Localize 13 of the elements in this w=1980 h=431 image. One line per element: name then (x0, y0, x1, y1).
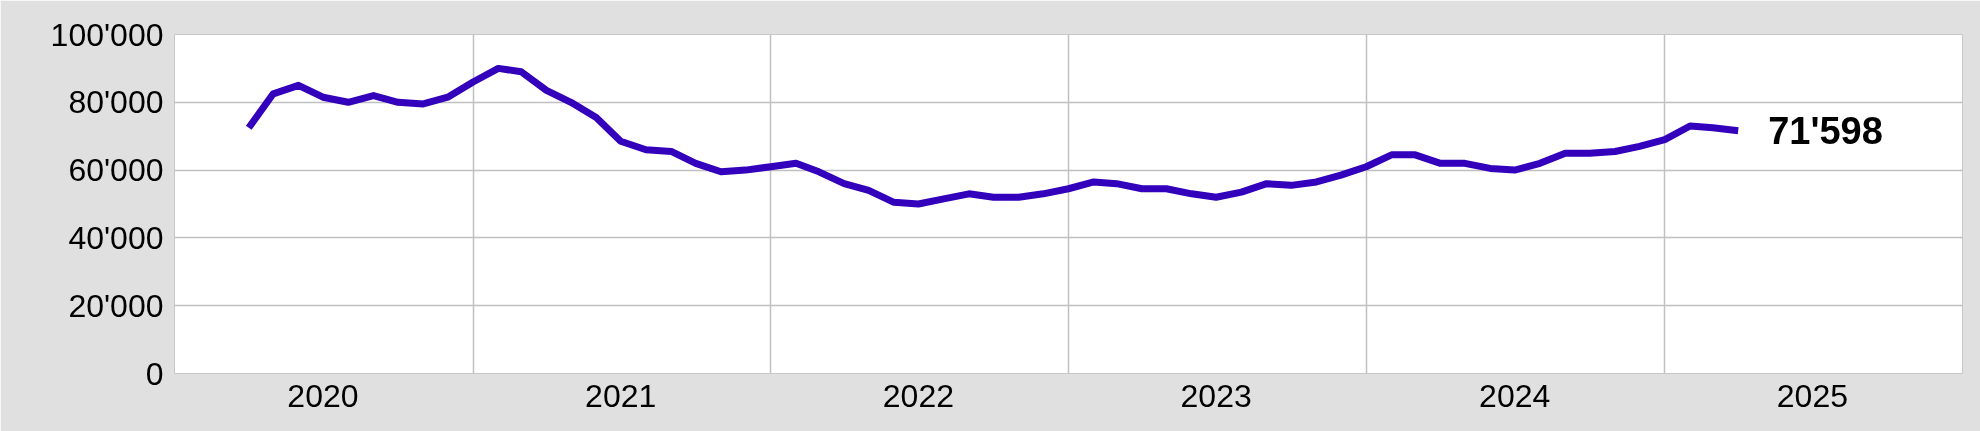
x-tick-label: 2020 (287, 377, 359, 414)
y-tick-label: 0 (145, 355, 164, 392)
x-tick-label: 2022 (882, 377, 955, 414)
y-tick-label: 20'000 (68, 287, 164, 324)
y-tick-label: 40'000 (68, 219, 164, 256)
x-tick-label: 2023 (1180, 377, 1252, 414)
x-tick-label: 2021 (585, 377, 657, 414)
y-tick-label: 100'000 (50, 16, 164, 53)
data-label: 71'598 (1768, 109, 1883, 152)
x-tick-label: 2024 (1479, 377, 1551, 414)
y-tick-label: 80'000 (68, 84, 164, 121)
y-tick-label: 60'000 (68, 152, 164, 189)
x-tick-label: 2025 (1776, 377, 1849, 414)
